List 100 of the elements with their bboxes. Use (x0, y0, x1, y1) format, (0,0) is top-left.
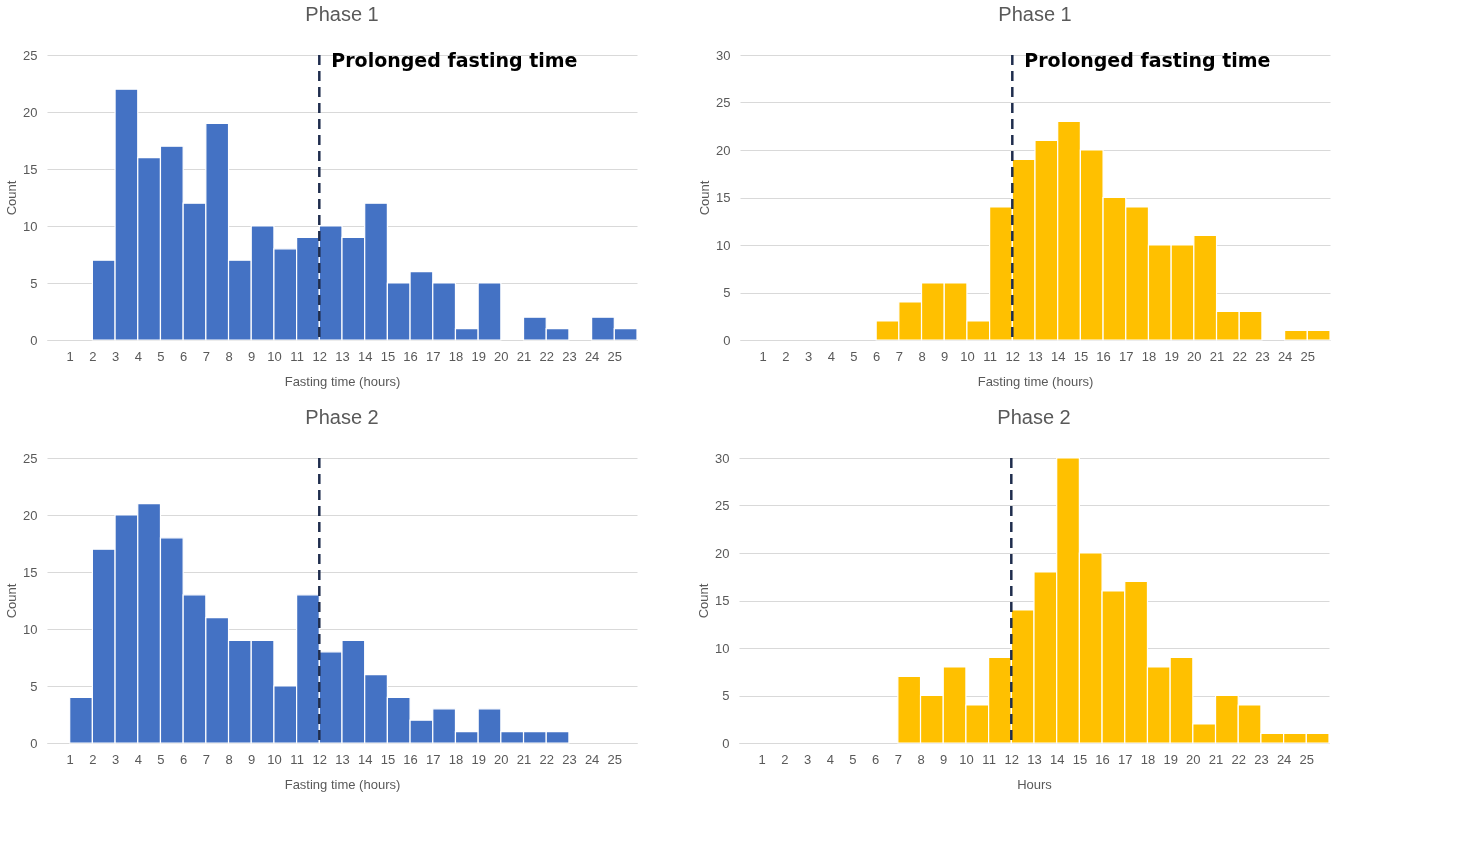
x-axis-title: Fasting time (hours) (284, 776, 401, 792)
x-tick-label: 9 (248, 348, 256, 364)
chart-title: Phase 1 (998, 3, 1072, 25)
x-tick-label: 4 (134, 348, 142, 364)
x-tick-label: 22 (539, 348, 554, 364)
x-tick-label: 21 (1209, 348, 1225, 364)
x-tick-label: 23 (562, 348, 577, 364)
x-tick-label: 23 (1255, 348, 1270, 364)
x-tick-label: 4 (826, 751, 834, 767)
x-tick-label: 20 (1187, 348, 1202, 364)
x-tick-label: 2 (89, 348, 97, 364)
x-tick-label: 12 (1004, 751, 1020, 767)
y-tick-label: 10 (23, 621, 38, 637)
x-tick-label: 12 (1005, 348, 1021, 364)
y-tick-label: 15 (716, 190, 731, 205)
x-tick-label: 6 (180, 348, 188, 364)
x-tick-label: 9 (940, 751, 948, 767)
y-tick-label: 5 (722, 688, 730, 703)
y-tick-label: 20 (23, 104, 38, 120)
x-tick-label: 11 (290, 751, 304, 767)
x-tick-label: 20 (1186, 751, 1201, 767)
chart-title: Phase 2 (997, 406, 1071, 428)
x-tick-label: 14 (357, 348, 373, 364)
y-tick-label: 5 (723, 285, 731, 300)
x-tick-label: 19 (1164, 348, 1179, 364)
y-tick-label: 30 (715, 450, 730, 466)
x-tick-label: 8 (225, 751, 233, 767)
y-tick-label: 25 (715, 498, 730, 513)
ref-line-label: Prolonged fasting time (1024, 49, 1271, 71)
x-tick-label: 24 (584, 751, 600, 767)
y-tick-label: 0 (30, 332, 38, 348)
x-tick-label: 2 (782, 348, 790, 364)
x-tick-label: 10 (267, 751, 282, 767)
x-tick-label: 4 (827, 348, 835, 364)
x-tick-label: 1 (66, 751, 74, 767)
x-tick-label: 15 (1072, 751, 1088, 767)
y-tick-label: 15 (23, 564, 38, 580)
x-tick-label: 13 (335, 751, 350, 767)
x-tick-label: 17 (1119, 348, 1134, 364)
y-tick-label: 15 (715, 593, 730, 608)
x-tick-label: 24 (584, 348, 600, 364)
chart-title: Phase 1 (305, 3, 379, 25)
x-tick-label: 22 (1231, 751, 1246, 767)
x-tick-label: 5 (157, 348, 165, 364)
x-tick-label: 8 (918, 348, 926, 364)
y-tick-label: 10 (23, 218, 38, 234)
x-tick-label: 24 (1276, 751, 1292, 767)
x-tick-label: 14 (1049, 751, 1065, 767)
x-tick-label: 18 (1140, 751, 1156, 767)
x-tick-label: 14 (357, 751, 373, 767)
x-tick-label: 9 (941, 348, 949, 364)
x-tick-label: 2 (781, 751, 789, 767)
y-tick-label: 20 (716, 142, 731, 158)
x-tick-label: 7 (895, 348, 903, 364)
x-tick-label: 20 (494, 751, 509, 767)
x-tick-label: 21 (516, 751, 532, 767)
x-tick-label: 1 (759, 348, 767, 364)
x-tick-label: 25 (1300, 348, 1316, 364)
x-tick-label: 11 (982, 751, 996, 767)
x-tick-label: 7 (202, 751, 210, 767)
x-tick-label: 18 (448, 751, 464, 767)
x-tick-label: 22 (539, 751, 554, 767)
x-tick-label: 12 (312, 348, 328, 364)
x-tick-label: 21 (516, 348, 532, 364)
x-tick-label: 25 (1299, 751, 1315, 767)
x-tick-label: 13 (1028, 348, 1043, 364)
x-tick-label: 3 (111, 751, 120, 767)
y-axis-title: Count (4, 583, 20, 619)
ref-line-label: Prolonged fasting time (331, 49, 578, 71)
y-tick-label: 5 (30, 678, 38, 694)
x-axis-title: Fasting time (hours) (977, 373, 1094, 389)
y-tick-label: 0 (722, 735, 730, 751)
x-tick-label: 8 (917, 751, 925, 767)
x-tick-label: 13 (335, 348, 350, 364)
x-axis-title: Fasting time (hours) (284, 373, 401, 389)
x-tick-label: 10 (960, 348, 975, 364)
x-tick-label: 3 (111, 348, 120, 364)
x-tick-label: 5 (849, 751, 857, 767)
x-tick-label: 16 (403, 751, 418, 767)
x-tick-label: 23 (1254, 751, 1269, 767)
chart-title: Phase 2 (305, 406, 379, 428)
x-tick-label: 11 (983, 348, 997, 364)
y-tick-label: 20 (715, 545, 730, 561)
x-tick-label: 4 (134, 751, 142, 767)
y-tick-label: 20 (23, 507, 38, 523)
y-tick-label: 0 (723, 332, 731, 348)
x-tick-label: 16 (1095, 751, 1110, 767)
x-tick-label: 13 (1027, 751, 1042, 767)
x-tick-label: 17 (1118, 751, 1133, 767)
x-tick-label: 18 (448, 348, 464, 364)
x-tick-label: 6 (872, 751, 880, 767)
x-tick-label: 15 (1073, 348, 1089, 364)
y-tick-label: 0 (30, 735, 38, 751)
x-tick-label: 9 (248, 751, 256, 767)
x-tick-label: 25 (607, 348, 623, 364)
x-tick-label: 12 (312, 751, 328, 767)
x-tick-label: 5 (157, 751, 165, 767)
x-tick-label: 17 (426, 751, 441, 767)
y-tick-label: 10 (715, 640, 730, 656)
y-axis-title: Count (696, 583, 712, 619)
